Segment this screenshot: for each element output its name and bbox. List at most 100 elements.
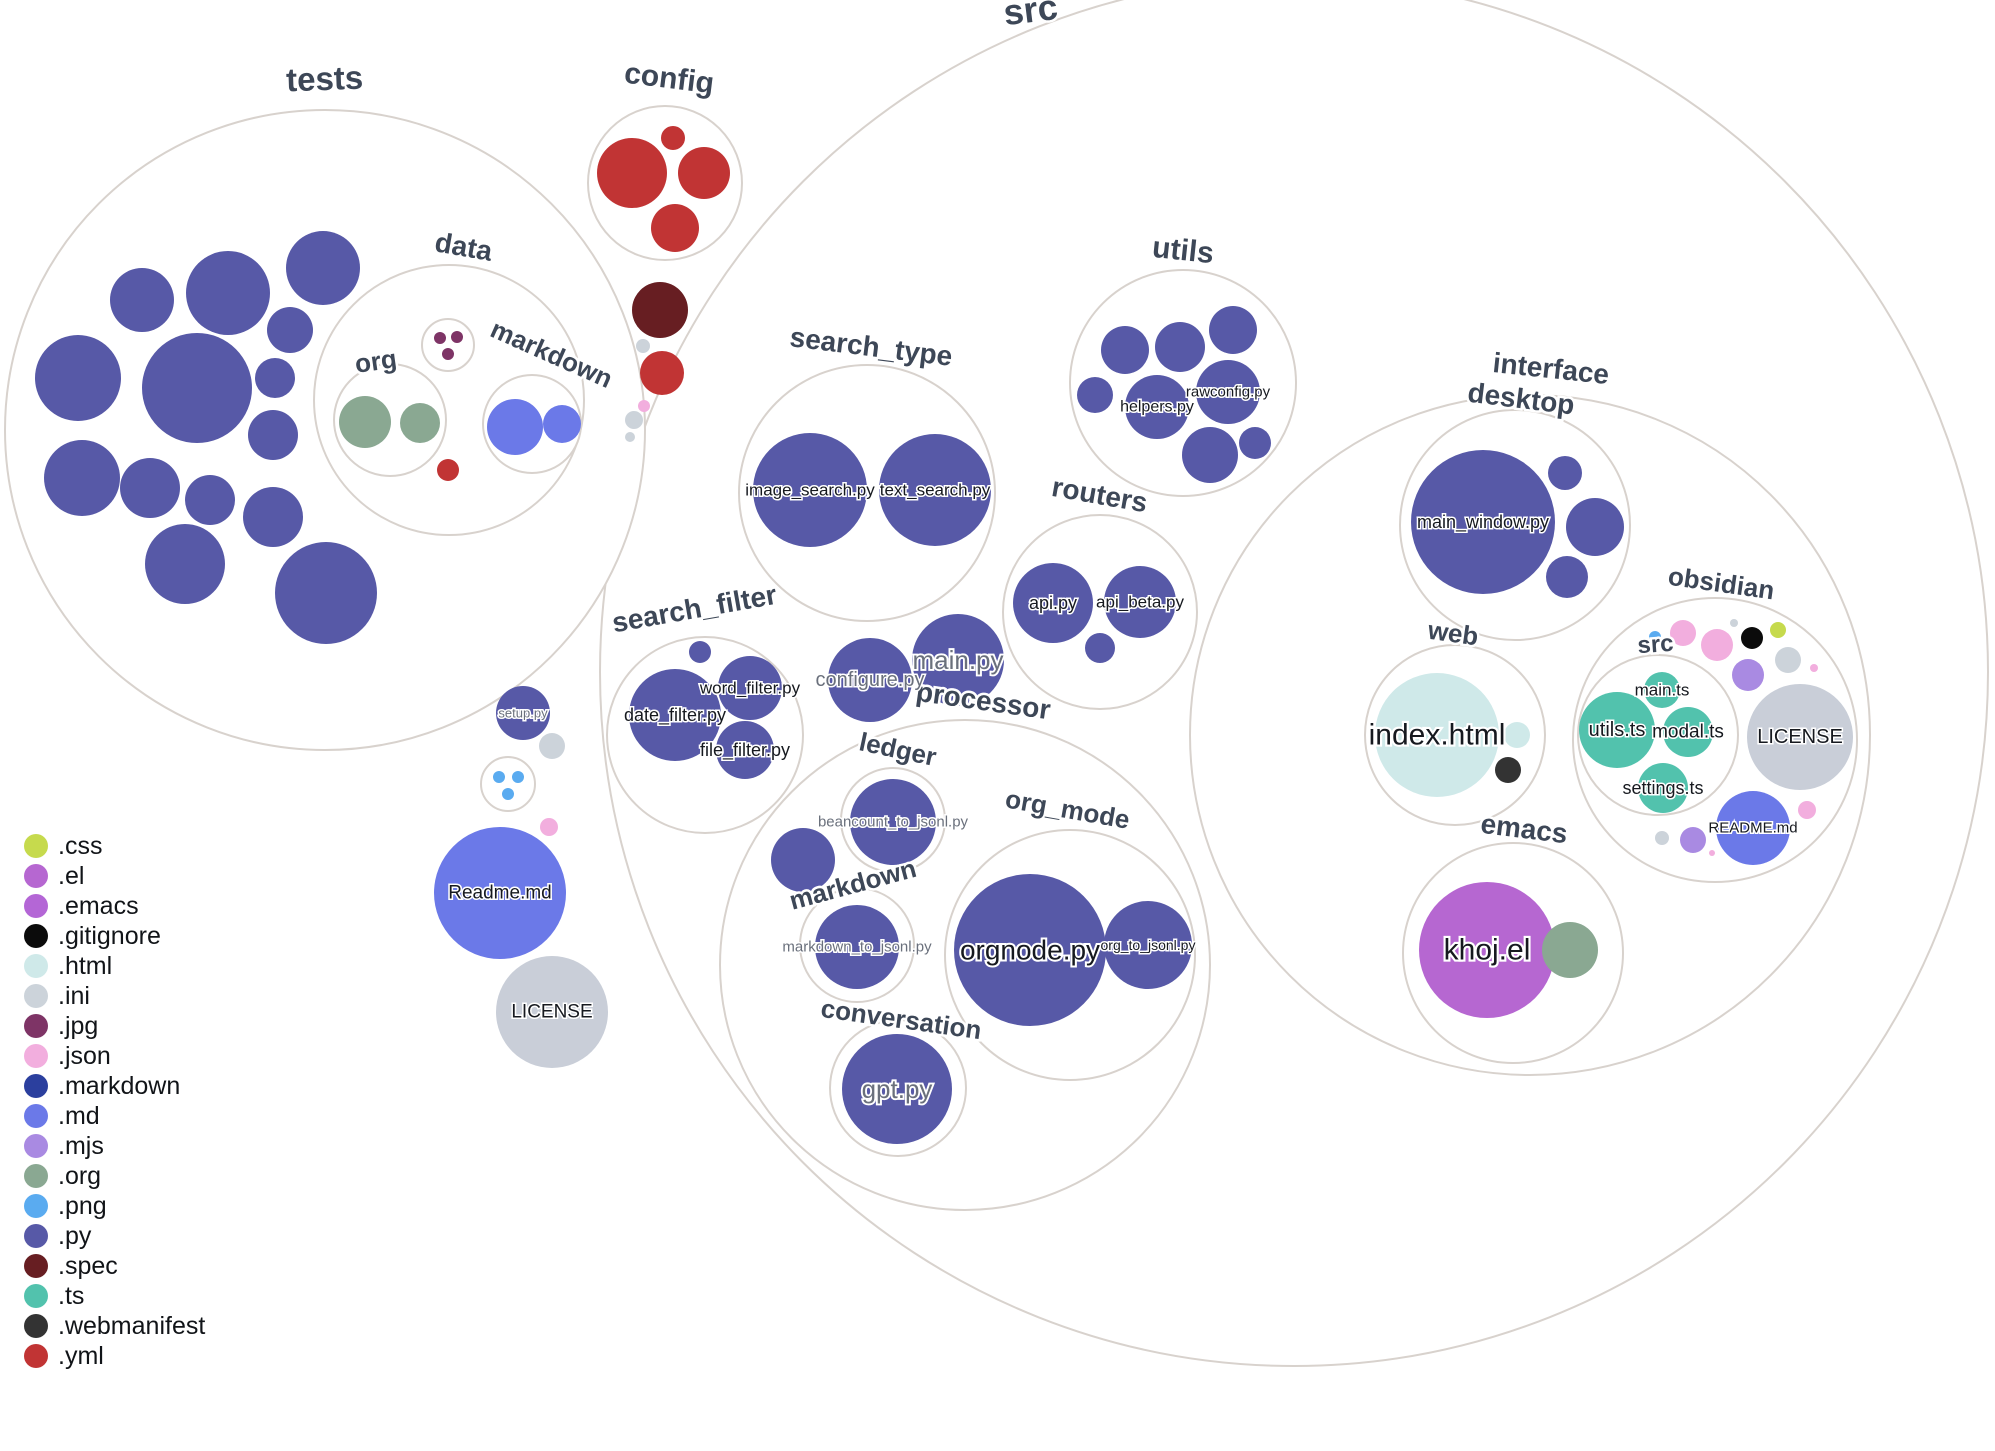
file-label-khoj.el: khoj.el (1444, 934, 1531, 967)
file-circle-unlabeled.py (120, 458, 180, 518)
legend-color-dot (24, 1104, 48, 1128)
file-circle-unlabeled.py (1101, 326, 1149, 374)
file-circle-unlabeled.py (44, 440, 120, 516)
file-circle-unlabeled.py (1239, 427, 1271, 459)
file-circle-unlabeled.py (1566, 498, 1624, 556)
legend-color-dot (24, 1224, 48, 1248)
legend-label: .el (58, 862, 85, 890)
legend-item-el: .el (24, 861, 205, 891)
file-label-settings.ts: settings.ts (1622, 778, 1703, 798)
file-circle-image_search.py (753, 433, 867, 547)
legend-label: .mjs (58, 1132, 104, 1160)
file-circle-unlabeled.py (1546, 556, 1588, 598)
legend-item-webmanifest: .webmanifest (24, 1311, 205, 1341)
file-label-org_to_jsonl.py: org_to_jsonl.py (1101, 937, 1196, 953)
file-circle-unlabeled.py (1085, 633, 1115, 663)
file-circle-unlabeled.ini (1775, 647, 1801, 673)
file-circle-unlabeled.jpg (434, 332, 446, 344)
file-label-file_filter.py: file_filter.py (700, 740, 790, 761)
legend-color-dot (24, 1314, 48, 1338)
legend-item-org: .org (24, 1161, 205, 1191)
file-circle-unlabeled.png (1649, 631, 1661, 643)
file-circle-utils.ts (1579, 692, 1655, 768)
file-circle-unlabeled.org (1542, 922, 1598, 978)
file-circle-unlabeled.py (35, 335, 121, 421)
file-label-utils.ts: utils.ts (1589, 719, 1646, 741)
legend-label: .html (58, 952, 113, 980)
legend-color-dot (24, 1194, 48, 1218)
file-circle-unlabeled.yml (437, 459, 459, 481)
folder-label-org: org (353, 343, 399, 379)
file-circle-unlabeled.py (1077, 377, 1113, 413)
file-circle-unlabeled.py (185, 475, 235, 525)
file-circle-unlabeled.md (487, 399, 543, 455)
file-circle-unlabeled.py (1548, 456, 1582, 490)
legend-item-jpg: .jpg (24, 1011, 205, 1041)
legend-item-markdown: .markdown (24, 1071, 205, 1101)
file-circle-LICENSE (496, 956, 608, 1068)
file-circle-unlabeled.json (1701, 629, 1733, 661)
file-circle-unlabeled.html (1504, 722, 1530, 748)
legend-label: .ini (58, 982, 90, 1010)
file-circle-unlabeled.yml (678, 147, 730, 199)
legend-item-gitignore: .gitignore (24, 921, 205, 951)
file-circle-modal.ts (1663, 707, 1713, 757)
file-circle-unlabeled.ini (1730, 619, 1738, 627)
legend-item-md: .md (24, 1101, 205, 1131)
file-circle-text_search.py (879, 434, 991, 546)
file-label-LICENSE: LICENSE (1757, 726, 1843, 748)
file-circle-api.py (1013, 563, 1093, 643)
file-label-orgnode.py: orgnode.py (960, 935, 1100, 966)
folder-label-src: src (1001, 0, 1060, 33)
legend-color-dot (24, 1164, 48, 1188)
legend-color-dot (24, 864, 48, 888)
file-circle-main.py (912, 614, 1004, 706)
legend-color-dot (24, 1044, 48, 1068)
file-circle-unlabeled.py (255, 358, 295, 398)
file-circle-unlabeled.png (512, 771, 524, 783)
file-label-word_filter.py: word_filter.py (699, 679, 801, 698)
legend-color-dot (24, 1254, 48, 1278)
legend-item-png: .png (24, 1191, 205, 1221)
file-circle-unlabeled.py (771, 828, 835, 892)
legend-label: .emacs (58, 892, 139, 920)
file-circle-unlabeled.py (267, 307, 313, 353)
file-label-date_filter.py: date_filter.py (624, 705, 726, 726)
legend-item-ini: .ini (24, 981, 205, 1011)
file-label-main.ts: main.ts (1635, 681, 1690, 700)
file-circle-unlabeled.jpg (442, 348, 454, 360)
legend-color-dot (24, 954, 48, 978)
file-circle-unlabeled.py (142, 333, 252, 443)
legend-color-dot (24, 924, 48, 948)
legend-item-mjs: .mjs (24, 1131, 205, 1161)
file-circle-unlabeled.yml (640, 351, 684, 395)
file-circle-unlabeled.py (1155, 322, 1205, 372)
file-circle-main_window.py (1411, 450, 1555, 594)
legend-label: .webmanifest (58, 1312, 206, 1340)
file-circle-unlabeled.mjs (1680, 827, 1706, 853)
legend-color-dot (24, 1284, 48, 1308)
legend-item-html: .html (24, 951, 205, 981)
file-label-main.py: main.py (912, 645, 1003, 675)
file-circle-unlabeled.py (689, 641, 711, 663)
file-label-markdown_to_jsonl.py: markdown_to_jsonl.py (782, 939, 932, 956)
file-circle-unlabeled.ini (1655, 831, 1669, 845)
legend-color-dot (24, 1134, 48, 1158)
file-label-index.html: index.html (1369, 719, 1506, 752)
file-label-beancount_to_jsonl.py: beancount_to_jsonl.py (818, 814, 969, 831)
folder-label-tests: tests (285, 59, 363, 99)
legend-label: .yml (58, 1342, 104, 1370)
folder-circle-group (421, 318, 475, 372)
file-label-api_beta.py: api_beta.py (1096, 593, 1184, 612)
file-circle-unlabeled.yml (597, 138, 667, 208)
file-circle-unlabeled.webmanifest (1495, 757, 1521, 783)
file-circle-LICENSE (1747, 684, 1853, 790)
file-circle-date_filter.py (629, 669, 721, 761)
file-circle-unlabeled.spec (632, 282, 688, 338)
legend-item-yml: .yml (24, 1341, 205, 1371)
file-label-configure.py: configure.py (816, 669, 925, 691)
file-circle-unlabeled.py (275, 542, 377, 644)
legend-label: .spec (58, 1252, 118, 1280)
